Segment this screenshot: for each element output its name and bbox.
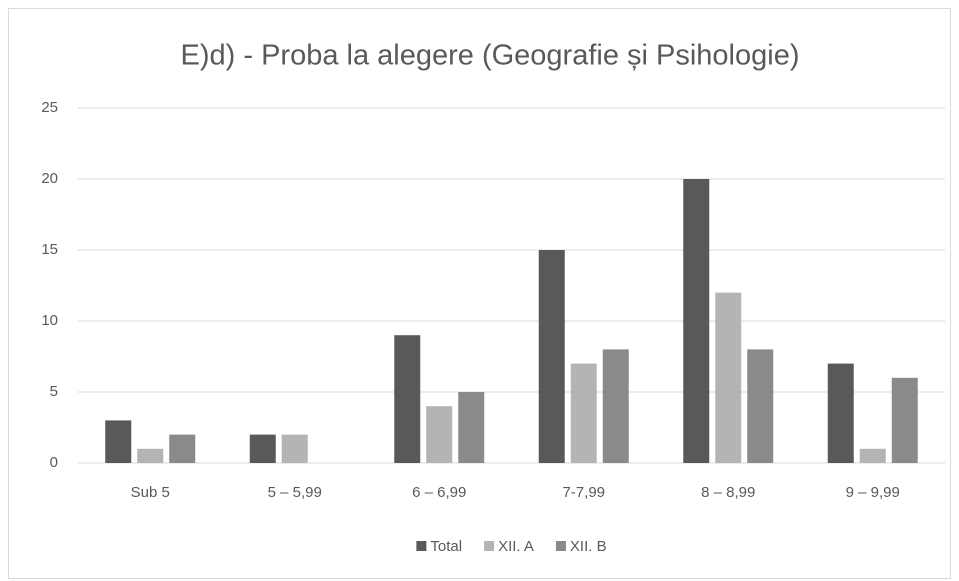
bar bbox=[249, 434, 276, 463]
bar bbox=[137, 448, 164, 463]
y-tick-label: 25 bbox=[41, 99, 58, 116]
x-tick-label: 5 – 5,99 bbox=[268, 484, 322, 501]
chart-border bbox=[8, 8, 951, 579]
bar bbox=[891, 377, 918, 463]
y-tick-label: 20 bbox=[41, 170, 58, 187]
legend-swatch bbox=[555, 541, 566, 551]
bar bbox=[827, 363, 854, 463]
bar bbox=[394, 335, 421, 463]
bar bbox=[747, 349, 774, 463]
y-tick-label: 0 bbox=[50, 454, 58, 471]
bar bbox=[715, 292, 742, 463]
x-tick-label: 6 – 6,99 bbox=[412, 484, 466, 501]
bar bbox=[570, 363, 597, 463]
bar bbox=[426, 406, 453, 463]
y-tick-label: 15 bbox=[41, 241, 58, 258]
y-tick-label: 10 bbox=[41, 312, 58, 329]
bar bbox=[281, 434, 308, 463]
legend-label: XII. A bbox=[498, 538, 534, 555]
bar bbox=[683, 179, 710, 463]
x-tick-label: 7-7,99 bbox=[562, 484, 605, 501]
y-tick-label: 5 bbox=[50, 383, 58, 400]
legend-label: XII. B bbox=[570, 538, 607, 555]
x-tick-label: 8 – 8,99 bbox=[701, 484, 755, 501]
bar bbox=[169, 434, 196, 463]
bar bbox=[458, 392, 485, 463]
bar bbox=[538, 250, 565, 463]
bar bbox=[602, 349, 629, 463]
x-tick-label: Sub 5 bbox=[131, 484, 170, 501]
legend-swatch bbox=[484, 541, 495, 551]
legend-label: Total bbox=[430, 538, 462, 555]
x-tick-label: 9 – 9,99 bbox=[846, 484, 900, 501]
legend-swatch bbox=[416, 541, 427, 551]
bar bbox=[105, 420, 132, 463]
chart-title: E)d) - Proba la alegere (Geografie și Ps… bbox=[181, 40, 800, 72]
bar bbox=[859, 448, 886, 463]
